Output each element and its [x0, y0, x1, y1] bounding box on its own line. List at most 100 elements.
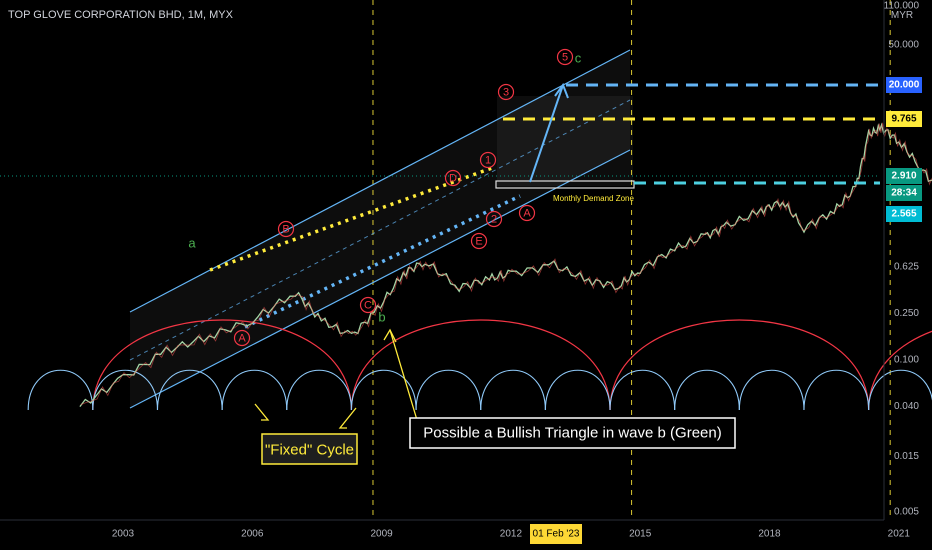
x-tick-label: 2003 — [112, 529, 135, 540]
price-tag: 2.565 — [886, 206, 922, 222]
y-tick-label: 0.015 — [894, 451, 919, 462]
fixed-cycle-pointer-left — [254, 403, 270, 421]
fixed-cycle-pointer-right — [338, 407, 357, 429]
y-tick-label: 0.040 — [894, 401, 919, 412]
wave-label-red: 3 — [497, 83, 515, 101]
wave-label-circle — [485, 210, 503, 228]
y-tick-label: 0.250 — [894, 308, 919, 319]
x-tick-label: 2012 — [500, 529, 523, 540]
price-tag: 2.910 — [886, 168, 922, 184]
wave-label-red: C — [359, 296, 377, 314]
projection-arrowhead — [554, 82, 569, 99]
price-tag-label: 2.910 — [891, 171, 916, 182]
blue-cycle-arc — [868, 369, 932, 411]
cycle-arcs — [27, 319, 932, 411]
triangle-annotation: Possible a Bullish Triangle in wave b (G… — [409, 417, 736, 449]
wave-label-text: A — [523, 208, 531, 220]
wave-label-circle — [444, 169, 462, 187]
wave-label-text: 1 — [485, 155, 491, 167]
channel-mid-line — [129, 99, 631, 361]
triangle-upper-dotted-line — [209, 166, 493, 272]
price-series-shadow — [80, 122, 932, 405]
wave-label-circle — [233, 329, 251, 347]
price-tag-label: 28:34 — [891, 188, 917, 199]
target-box — [497, 96, 633, 186]
blue-cycle-arc — [415, 369, 482, 411]
triangle-label: Possible a Bullish Triangle in wave b (G… — [423, 425, 721, 442]
wave-label-red: 5 — [556, 48, 574, 66]
wave-label-circle — [497, 83, 515, 101]
price-tag: 9.765 — [886, 111, 922, 127]
wave-label-circle — [359, 296, 377, 314]
wave-label-green: a — [188, 236, 196, 251]
channel-lower-line — [129, 149, 631, 409]
blue-cycle-arc — [738, 369, 805, 411]
red-cycle-arc — [868, 330, 932, 411]
price-tag: 28:34 — [886, 185, 922, 201]
wave-label-green: c — [575, 51, 582, 66]
red-cycle-arc — [609, 319, 870, 411]
triangle-pointer — [389, 329, 418, 421]
blue-cycle-arc — [27, 369, 94, 411]
y-tick-label: 110.000 — [884, 1, 920, 12]
x-highlight-badge — [530, 524, 582, 544]
wave-label-text: A — [238, 333, 246, 345]
wave-label-text: 3 — [503, 87, 509, 99]
price-tag-bg — [886, 168, 922, 184]
price-tag-bg — [886, 185, 922, 201]
chart-title: TOP GLOVE CORPORATION BHD, 1M, MYX — [8, 9, 234, 21]
wave-labels: A B C D E 1 2 3 A 5 a b c — [188, 48, 582, 347]
blue-cycle-arc — [350, 369, 417, 411]
price-tag-label: 20.000 — [889, 80, 920, 91]
blue-cycle-arc — [221, 369, 288, 411]
blue-cycle-arc — [480, 369, 546, 411]
blue-cycle-arc — [674, 369, 740, 411]
wave-label-text: E — [475, 236, 482, 248]
wave-label-circle — [277, 220, 295, 238]
red-cycle-arc — [92, 319, 353, 411]
triangle-pointer-head — [383, 328, 397, 343]
blue-cycle-arc — [609, 369, 676, 411]
channel-fill — [130, 50, 630, 408]
y-tick-label: 50.000 — [888, 39, 919, 50]
red-cycle-arc — [350, 319, 611, 411]
y-tick-label: 0.625 — [894, 262, 919, 273]
wave-label-red: D — [444, 169, 462, 187]
wave-label-green: b — [378, 310, 385, 325]
y-axis[interactable]: MYR 110.00050.0004.0000.6250.2500.1000.0… — [883, 0, 922, 520]
wave-label-red: E — [470, 232, 488, 250]
blue-cycle-arc — [544, 369, 611, 411]
wave-label-red: A — [233, 329, 251, 347]
wave-label-red: 1 — [479, 151, 497, 169]
blue-cycle-arc — [92, 369, 159, 411]
demand-zone-label: Monthly Demand Zone — [553, 194, 634, 203]
x-tick-label: 2009 — [370, 529, 393, 540]
x-tick-label: 2015 — [629, 529, 652, 540]
price-tag-label: 9.765 — [891, 114, 916, 125]
wave-label-circle — [556, 48, 574, 66]
price-tag-label: 2.565 — [891, 209, 916, 220]
blue-cycle-arc — [156, 369, 223, 411]
price-tag-bg — [886, 206, 922, 222]
projection-arrow — [529, 84, 564, 183]
wave-label-red: A — [518, 204, 536, 222]
x-tick-label: 2006 — [241, 529, 264, 540]
wave-label-circle — [470, 232, 488, 250]
wave-label-text: B — [282, 224, 289, 236]
plot-area[interactable]: Monthly Demand Zone A B C D E 1 2 3 A 5 a b c "Fixed… — [0, 0, 932, 520]
wave-label-text: 2 — [491, 214, 497, 226]
price-tag: 20.000 — [886, 77, 922, 93]
fixed-cycle-annotation: "Fixed" Cycle — [261, 433, 358, 465]
wave-label-red: B — [277, 220, 295, 238]
wave-label-circle — [518, 204, 536, 222]
wave-label-text: 5 — [562, 52, 568, 64]
wave-label-text: C — [364, 300, 372, 312]
x-axis[interactable]: 01 Feb '23 20032006200920122015201820214… — [0, 519, 932, 544]
wave-label-red: 2 — [485, 210, 503, 228]
price-tag-bg — [886, 77, 922, 93]
blue-cycle-arc — [803, 369, 870, 411]
currency-label: MYR — [891, 10, 913, 21]
x-tick-label: 2018 — [758, 529, 781, 540]
